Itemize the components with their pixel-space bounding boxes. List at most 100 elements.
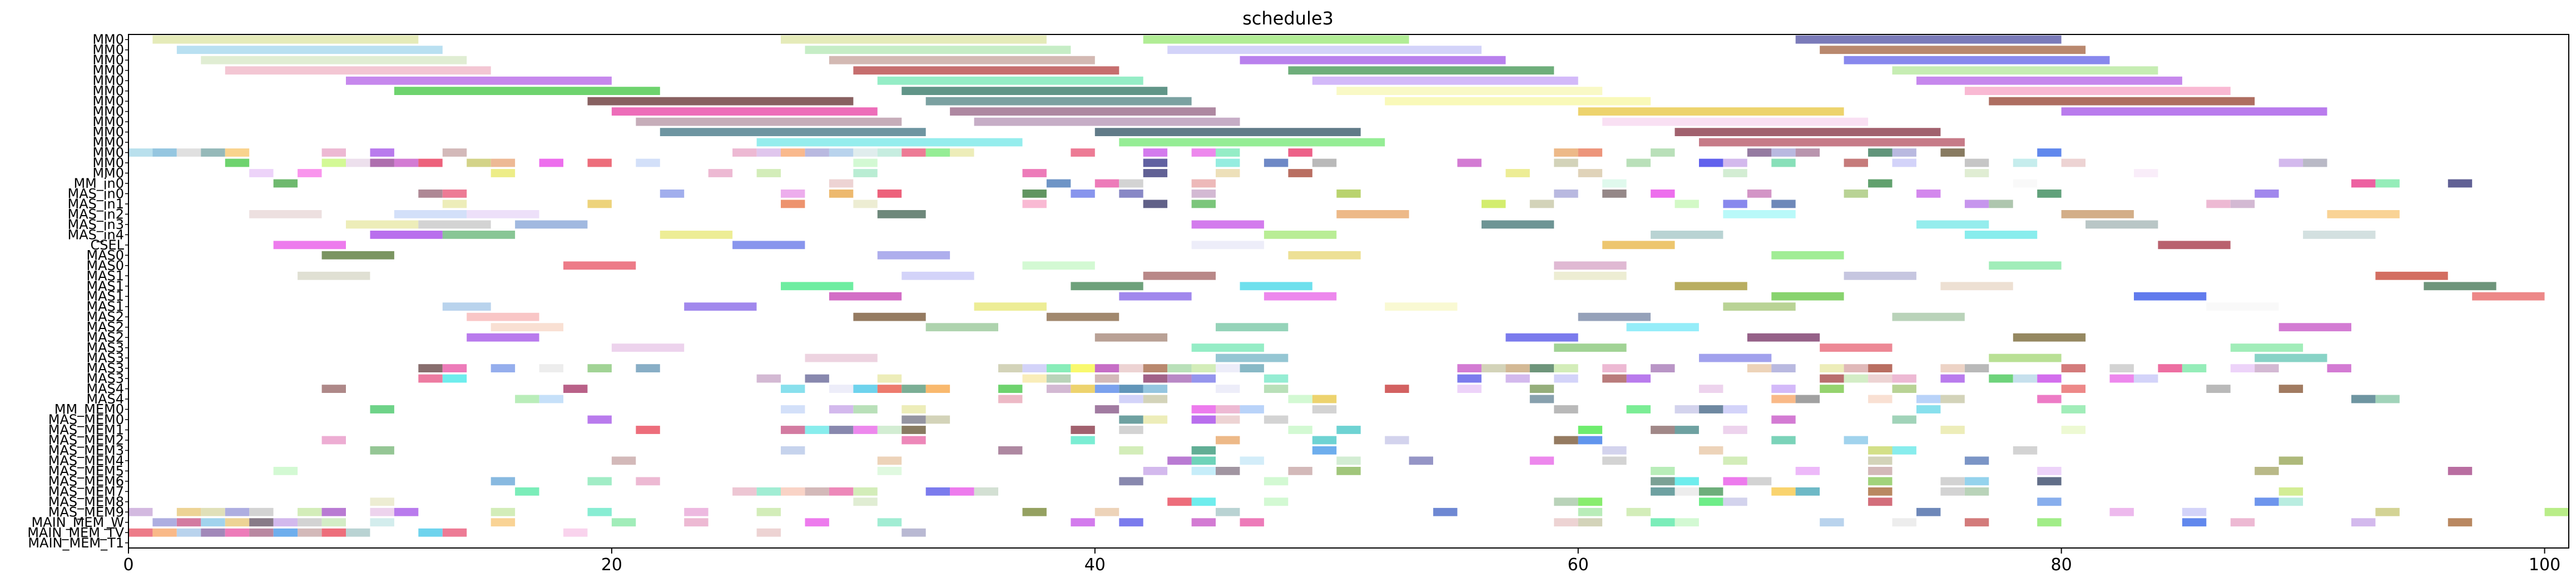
task-bar: [1264, 374, 1289, 383]
task-bar: [2182, 364, 2207, 372]
task-bar: [853, 487, 878, 496]
task-bar: [2255, 364, 2279, 372]
task-bar: [1264, 231, 1337, 239]
task-bar: [1191, 220, 1264, 229]
task-bar: [829, 405, 854, 413]
task-bar: [877, 374, 902, 383]
task-bar: [1964, 518, 1989, 527]
task-bar: [394, 87, 660, 95]
task-bar: [2085, 220, 2158, 229]
task-bar: [1626, 323, 1699, 332]
task-bar: [829, 292, 902, 301]
task-bar: [1216, 415, 1240, 424]
task-bar: [2061, 210, 2134, 218]
task-bar: [1771, 364, 1796, 372]
task-bar: [1916, 190, 1941, 198]
y-tick-label: MAS1: [86, 278, 124, 294]
task-bar: [321, 385, 346, 393]
task-bar: [1723, 200, 1747, 208]
task-bar: [877, 456, 902, 465]
task-bar: [805, 487, 829, 496]
task-bar: [781, 446, 805, 455]
task-bar: [1892, 148, 1916, 157]
task-bar: [1578, 107, 1844, 116]
task-bar: [1288, 148, 1312, 157]
task-bar: [1651, 231, 1723, 239]
task-bar: [1602, 446, 1627, 455]
task-bar: [2351, 395, 2376, 403]
task-bar: [901, 436, 926, 445]
task-bar: [829, 56, 1095, 64]
task-bar: [1529, 456, 1554, 465]
task-bar: [1071, 385, 1095, 393]
task-bar: [370, 507, 394, 516]
task-bar: [1868, 395, 1893, 403]
task-bar: [370, 446, 394, 455]
task-bar: [781, 190, 805, 198]
task-bar: [1288, 251, 1361, 260]
task-bar: [2013, 333, 2086, 342]
task-bar: [442, 148, 467, 157]
task-bar: [298, 507, 322, 516]
task-bar: [1191, 497, 1216, 506]
task-bar: [1094, 405, 1119, 413]
task-bar: [442, 231, 516, 239]
task-bar: [1723, 477, 1747, 486]
task-bar: [1602, 364, 1627, 372]
task-bar: [1119, 190, 1143, 198]
task-bar: [1071, 436, 1095, 445]
task-bar: [829, 179, 854, 188]
task-bar: [877, 210, 926, 218]
task-bar: [756, 374, 781, 383]
task-bar: [1964, 456, 1989, 465]
task-bar: [805, 148, 829, 157]
task-bar: [611, 343, 685, 352]
task-bar: [2134, 169, 2158, 177]
task-bar: [321, 251, 394, 260]
task-bar: [152, 35, 419, 44]
task-bar: [1578, 148, 1603, 157]
task-bar: [2278, 385, 2303, 393]
task-bar: [1723, 405, 1747, 413]
task-bar: [346, 76, 612, 85]
task-bar: [1771, 148, 1796, 157]
task-bar: [877, 426, 902, 434]
task-bar: [1578, 507, 1603, 516]
y-tick-label: MAS_MEM5: [48, 463, 124, 479]
task-bar: [1723, 158, 1747, 167]
task-bar: [901, 87, 1168, 95]
task-bar: [1602, 456, 1627, 465]
y-tick-label: MAS4: [86, 391, 124, 407]
task-bar: [491, 169, 516, 177]
y-tick-label: MAS3: [86, 361, 124, 376]
task-bar: [394, 158, 419, 167]
task-bar: [781, 385, 805, 393]
task-bar: [1916, 76, 2182, 85]
task-bar: [1071, 282, 1143, 291]
y-tick-label: MAS1: [86, 299, 124, 315]
task-bar: [1747, 477, 1772, 486]
y-tick-label: MAS_in2: [67, 206, 124, 222]
task-bar: [1288, 467, 1312, 475]
task-bar: [176, 518, 201, 527]
y-tick-label: MAS_MEM9: [48, 504, 124, 520]
task-bar: [708, 169, 733, 177]
task-bar: [853, 426, 878, 434]
task-bar: [1868, 487, 1893, 496]
task-bar: [1167, 374, 1192, 383]
task-bar: [853, 385, 878, 393]
y-tick-label: MAS4: [86, 381, 124, 397]
task-bar: [1385, 385, 1409, 393]
task-bar: [1964, 477, 1989, 486]
task-bar: [152, 528, 177, 537]
y-tick-label: MAS_in3: [67, 217, 124, 232]
y-tick-label: MAS1: [86, 268, 124, 283]
task-bar: [1094, 179, 1119, 188]
task-bar: [1240, 518, 1264, 527]
task-bar: [1892, 66, 2158, 75]
task-bar: [1191, 456, 1216, 465]
task-bar: [249, 210, 322, 218]
task-bar: [1264, 292, 1337, 301]
task-bar: [1240, 364, 1264, 372]
task-bar: [346, 220, 419, 229]
